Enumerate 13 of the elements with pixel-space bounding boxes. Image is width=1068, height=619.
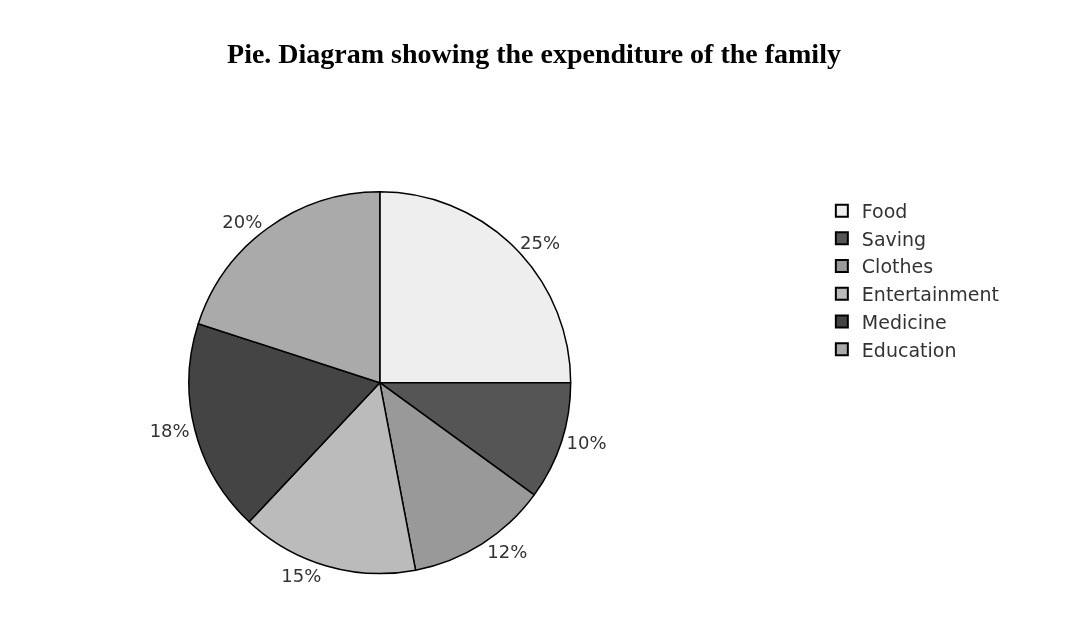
data-label: 18%: [149, 420, 190, 442]
data-label: 12%: [487, 540, 528, 562]
data-label: 15%: [281, 565, 322, 587]
legend-label: Education: [861, 338, 957, 361]
data-label: 25%: [520, 231, 561, 253]
legend-label: Medicine: [861, 310, 947, 333]
chart-title: Pie. Diagram showing the expenditure of the family: [227, 37, 841, 69]
legend-label: Clothes: [861, 255, 934, 278]
legend-label: Entertainment: [861, 283, 999, 306]
legend-label: Saving: [861, 227, 927, 250]
legend-label: Food: [861, 200, 908, 223]
data-label: 20%: [222, 210, 263, 232]
data-label: 10%: [566, 432, 607, 454]
